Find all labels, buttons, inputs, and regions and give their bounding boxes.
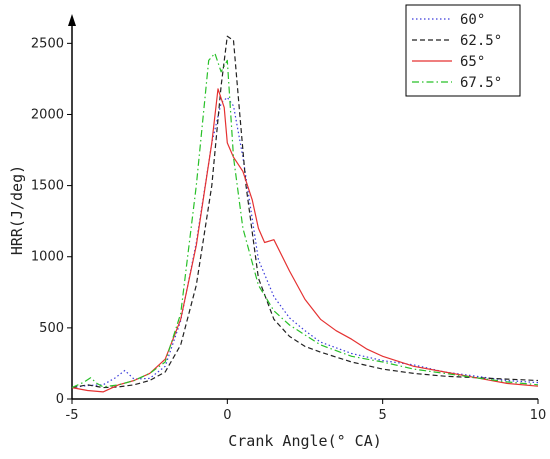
y-tick-label: 2500 — [31, 36, 64, 51]
y-axis-arrow-icon — [68, 14, 76, 26]
legend-label: 67.5° — [460, 75, 502, 91]
legend-items: 60° 62.5° 65° 67.5° — [412, 12, 502, 91]
legend: 60° 62.5° 65° 67.5° — [405, 4, 521, 97]
series-line-1 — [71, 96, 539, 389]
y-tick-label: 2000 — [31, 107, 64, 122]
legend-label: 60° — [460, 12, 485, 28]
y-tick-label: 1000 — [31, 250, 64, 265]
legend-box — [405, 4, 521, 97]
series-line-4 — [71, 52, 539, 389]
x-tick-label: 0 — [223, 408, 231, 423]
x-tick-label: 5 — [379, 408, 387, 423]
y-tick-label: 1500 — [31, 179, 64, 194]
x-tick-label: 10 — [530, 408, 547, 423]
series-line-2 — [71, 35, 539, 389]
plot-frame — [68, 14, 538, 400]
series-line-3 — [71, 88, 539, 393]
legend-label: 65° — [460, 54, 485, 70]
x-tick-label: -5 — [66, 408, 79, 423]
y-tick-label: 0 — [56, 392, 64, 407]
y-tick-label: 500 — [39, 321, 64, 336]
y-axis-title: HRR(J/deg) — [8, 165, 26, 255]
x-axis-title: Crank Angle(° CA) — [228, 432, 382, 450]
series-layer — [71, 35, 539, 393]
legend-label: 62.5° — [460, 33, 502, 49]
